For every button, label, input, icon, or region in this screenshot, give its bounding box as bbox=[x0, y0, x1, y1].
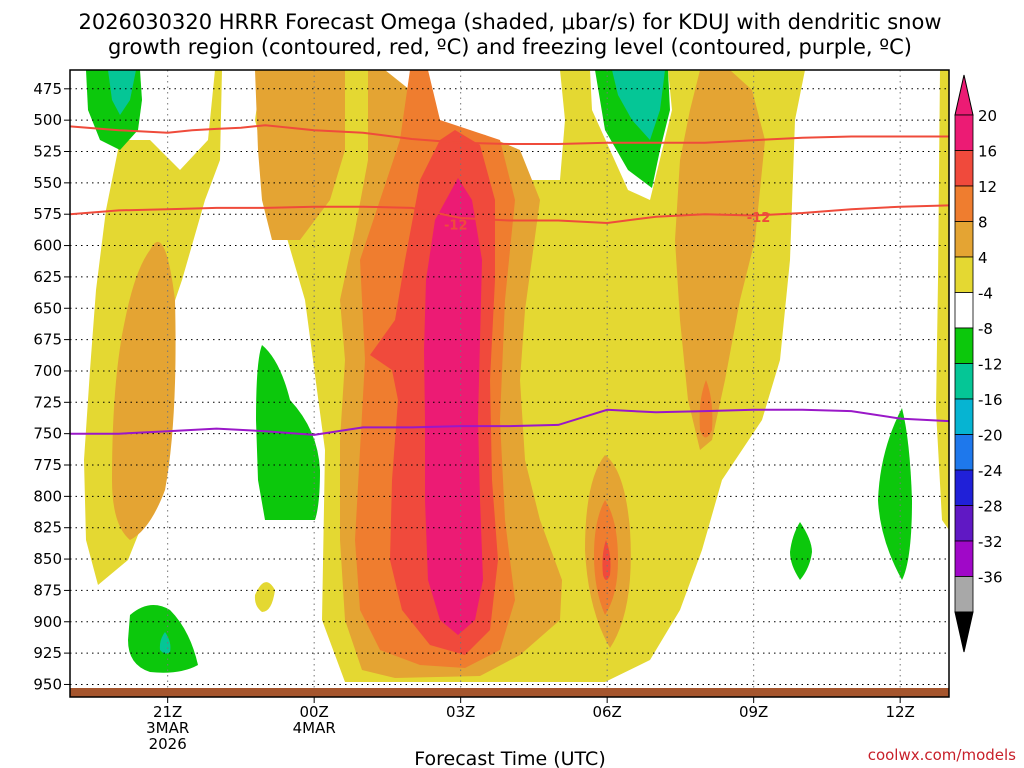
colorbar-top-arrow bbox=[954, 74, 974, 116]
y-axis: 475 500 525 550 575 600 625 650 675 700 725 750 775 8… bbox=[33, 80, 70, 693]
contour-lines bbox=[69, 124, 950, 436]
y-tick-label: 675 bbox=[33, 331, 62, 349]
y-tick-label: 650 bbox=[33, 299, 62, 317]
colorbar-segment bbox=[954, 292, 974, 329]
omega-band-8-12 bbox=[255, 70, 345, 240]
omega-band-4-8 bbox=[254, 582, 275, 612]
grid-lines bbox=[70, 70, 949, 697]
colorbar-label: -20 bbox=[978, 427, 1003, 445]
x-tick-label: 3MAR bbox=[146, 719, 189, 737]
y-tick-label: 500 bbox=[33, 111, 62, 129]
colorbar-bottom-arrow bbox=[954, 611, 974, 653]
colorbar-segment bbox=[954, 327, 974, 364]
omega-band-8-12 bbox=[675, 70, 765, 450]
omega-band-neg8-neg12 bbox=[612, 70, 665, 140]
colorbar-label: 8 bbox=[978, 214, 988, 232]
colorbar-segment bbox=[954, 363, 974, 400]
x-tick-label: 06Z bbox=[592, 703, 621, 721]
omega-band-neg4-neg8 bbox=[790, 522, 812, 580]
x-tick-label: 4MAR bbox=[293, 719, 336, 737]
terrain-strip bbox=[70, 688, 949, 697]
colorbar-label: -32 bbox=[978, 533, 1003, 551]
y-tick-label: 625 bbox=[33, 268, 62, 286]
y-tick-label: 600 bbox=[33, 237, 62, 255]
omega-band-8-12 bbox=[112, 241, 176, 540]
x-tick-label: 09Z bbox=[739, 703, 768, 721]
freezing-level-contour bbox=[70, 408, 950, 436]
colorbar-label: -4 bbox=[978, 285, 993, 303]
colorbar-segment bbox=[954, 221, 974, 258]
x-tick-label: 2026 bbox=[149, 735, 187, 753]
colorbar-label: -16 bbox=[978, 391, 1003, 409]
omega-band-neg8-neg12 bbox=[108, 70, 136, 115]
y-tick-label: 750 bbox=[33, 425, 62, 443]
y-tick-label: 575 bbox=[33, 205, 62, 223]
y-tick-label: 825 bbox=[33, 519, 62, 537]
colorbar-segment bbox=[954, 469, 974, 506]
x-tick-label: 21Z bbox=[153, 703, 182, 721]
chart-title-line-2: growth region (contoured, red, ºC) and f… bbox=[108, 35, 912, 59]
x-axis-title: Forecast Time (UTC) bbox=[414, 748, 605, 768]
omega-shading bbox=[84, 70, 949, 682]
dgz-lower-contour bbox=[69, 204, 950, 225]
x-tick-label: 12Z bbox=[885, 703, 914, 721]
x-tick-label: 00Z bbox=[299, 703, 328, 721]
contour-labels: -12 -12 bbox=[444, 211, 770, 234]
colorbar: 20 16 12 8 4 -4 -8 -12 -16 -20 -24 -28 -32 -36 bbox=[954, 74, 1003, 653]
colorbar-label: -8 bbox=[978, 320, 993, 338]
colorbar-segment bbox=[954, 540, 974, 577]
omega-band-4-8 bbox=[936, 70, 949, 530]
x-tick-label: 03Z bbox=[446, 703, 475, 721]
y-tick-label: 950 bbox=[33, 675, 62, 693]
plot-frame bbox=[69, 69, 950, 698]
omega-band-above-20 bbox=[424, 178, 483, 635]
y-tick-label: 725 bbox=[33, 393, 62, 411]
colorbar-label: 20 bbox=[978, 107, 997, 125]
y-tick-label: 900 bbox=[33, 613, 62, 631]
y-tick-label: 775 bbox=[33, 456, 62, 474]
colorbar-label: -36 bbox=[978, 569, 1003, 587]
colorbar-label: 12 bbox=[978, 178, 997, 196]
y-tick-label: 925 bbox=[33, 644, 62, 662]
colorbar-label: 16 bbox=[978, 143, 997, 161]
colorbar-segment bbox=[954, 505, 974, 542]
plot-area: -12 -12 bbox=[69, 69, 950, 698]
y-tick-label: 850 bbox=[33, 550, 62, 568]
colorbar-segment bbox=[954, 185, 974, 222]
chart-title-line-1: 2026030320 HRRR Forecast Omega (shaded, … bbox=[78, 10, 941, 34]
colorbar-segment bbox=[954, 114, 974, 151]
y-tick-label: 875 bbox=[33, 581, 62, 599]
colorbar-segment bbox=[954, 398, 974, 435]
omega-band-neg4-neg8 bbox=[878, 408, 912, 580]
y-tick-label: 800 bbox=[33, 487, 62, 505]
colorbar-label: -24 bbox=[978, 462, 1003, 480]
contour-label: -12 bbox=[747, 211, 771, 226]
credit-text: coolwx.com/models bbox=[868, 746, 1016, 764]
dgz-upper-contour bbox=[69, 124, 949, 145]
y-tick-label: 525 bbox=[33, 143, 62, 161]
colorbar-segment bbox=[954, 576, 974, 613]
contour-label: -12 bbox=[444, 218, 468, 233]
colorbar-segment bbox=[954, 150, 974, 187]
colorbar-segment bbox=[954, 434, 974, 471]
y-tick-label: 475 bbox=[33, 80, 62, 98]
colorbar-label: -28 bbox=[978, 498, 1003, 516]
colorbar-label: 4 bbox=[978, 249, 988, 267]
y-tick-label: 700 bbox=[33, 362, 62, 380]
omega-band-16-20 bbox=[602, 540, 611, 580]
y-tick-label: 550 bbox=[33, 174, 62, 192]
omega-band-12-16 bbox=[699, 380, 713, 438]
colorbar-label: -12 bbox=[978, 356, 1003, 374]
colorbar-segment bbox=[954, 256, 974, 293]
